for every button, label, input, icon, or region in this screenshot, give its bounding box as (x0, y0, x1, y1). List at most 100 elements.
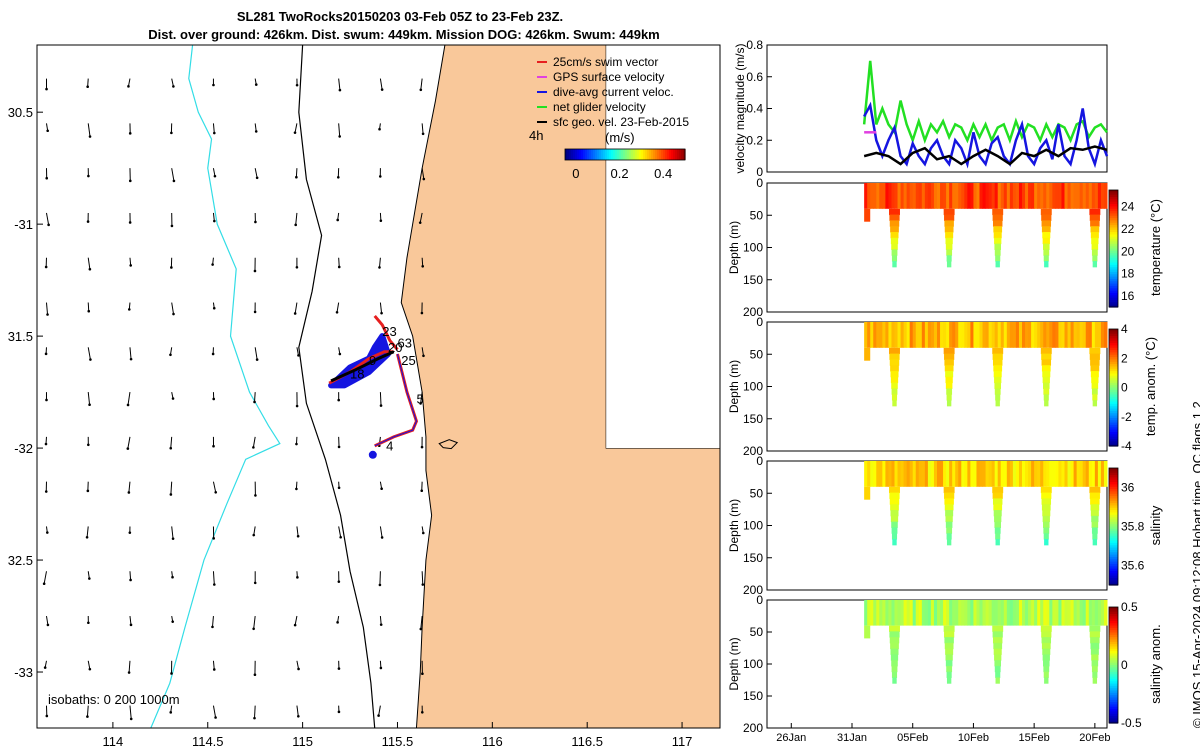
colorbar-step (587, 149, 590, 160)
section-profile-cell (889, 214, 900, 221)
section-colorbar-step (1109, 236, 1118, 240)
section-profile-cell (1041, 353, 1052, 360)
geo-arrow (86, 526, 89, 538)
section-surface-cell (958, 183, 962, 209)
section-profile-cell (889, 208, 900, 216)
section-profile-cell (890, 515, 899, 523)
colorbar-step (599, 149, 602, 160)
section-surface-cell (870, 183, 874, 209)
section-profile-cell (889, 353, 900, 360)
section-profile-cell (944, 631, 955, 638)
section-colorbar-step (1109, 192, 1118, 196)
geo-arrowhead (127, 491, 131, 494)
section-surface-cell (1052, 461, 1056, 487)
geo-arrow (420, 392, 423, 404)
geo-arrowhead (43, 666, 47, 669)
geo-arrowhead (128, 221, 132, 224)
geo-arrowhead (293, 312, 297, 315)
colorbar-side-label: 4h (529, 128, 543, 143)
section-colorbar-step (1109, 234, 1118, 238)
geo-arrowhead (420, 710, 424, 714)
section-surface-cell (949, 600, 953, 626)
section-surface-cell (967, 322, 971, 348)
section-colorbar-step (1109, 618, 1118, 622)
section-colorbar-step (1109, 417, 1118, 421)
geo-arrowhead (293, 131, 297, 134)
geo-arrow (212, 212, 215, 222)
section-colorbar-step (1109, 498, 1118, 502)
colorbar-step (683, 149, 686, 160)
section-colorbar-step (1109, 658, 1118, 661)
geo-arrowhead (88, 577, 91, 580)
section-profile-cell (891, 243, 898, 250)
geo-arrowhead (129, 357, 133, 361)
section-surface-cell (867, 461, 871, 487)
section-surface-cell (1022, 183, 1026, 209)
section-colorbar-step (1109, 304, 1118, 308)
section-colorbar-step (1109, 470, 1118, 474)
section-colorbar-step (1109, 639, 1118, 643)
section-profile-cell (890, 371, 899, 378)
section-colorbar-step (1109, 613, 1118, 617)
section-surface-cell (1082, 183, 1087, 209)
section-colorbar-step (1109, 285, 1118, 289)
section-colorbar-step (1109, 542, 1118, 546)
geo-arrowhead (295, 487, 298, 491)
map-x-tick-label: 116 (482, 734, 503, 749)
section-colorbar-tick-label: -2 (1121, 410, 1132, 424)
section-profile-cell (1089, 208, 1101, 216)
section-colorbar-step (1109, 297, 1118, 301)
section-colorbar-step (1109, 333, 1118, 337)
section-profile-cell (1042, 515, 1050, 523)
section-profile-cell (1041, 220, 1052, 227)
legend-entry: GPS surface velocity (553, 70, 664, 84)
section-colorbar-step (1109, 250, 1118, 254)
section-colorbar-label: salinity anom. (1148, 624, 1163, 703)
geo-arrowhead (421, 672, 424, 676)
section-colorbar-step (1109, 623, 1118, 627)
geo-arrowhead (253, 310, 257, 314)
section-surface-cell (933, 461, 938, 487)
date-tick-label: 15Feb (1019, 732, 1050, 744)
section-profile-cell (1091, 388, 1098, 395)
section-colorbar-label: temperature (°C) (1148, 199, 1163, 296)
section-surface-cell (1046, 183, 1050, 209)
section-surface-cell (991, 183, 996, 209)
geo-arrowhead (171, 397, 175, 400)
section-colorbar-step (1109, 699, 1118, 703)
section-y-tick-label: 150 (743, 689, 763, 703)
geo-arrowhead (337, 265, 341, 269)
section-initial-profile (864, 625, 871, 639)
legend-entry: dive-avg current veloc. (553, 85, 674, 99)
geo-arrowhead (88, 403, 91, 407)
section-colorbar-step (1109, 512, 1118, 516)
geo-arrowhead (337, 710, 341, 714)
section-surface-cell (1022, 600, 1026, 626)
colorbar-step (607, 149, 610, 160)
section-profile-cell (1041, 214, 1052, 221)
section-surface-cell (1103, 600, 1108, 626)
geo-arrowhead (254, 494, 257, 497)
section-profile-cell (889, 347, 900, 355)
section-colorbar-step (1109, 561, 1118, 565)
section-surface-cell (973, 461, 977, 487)
section-surface-cell (1006, 183, 1011, 209)
section-surface-cell (937, 461, 941, 487)
section-profile-cell (945, 371, 954, 378)
geo-arrow (129, 347, 132, 360)
section-profile-cell (1089, 353, 1100, 360)
colorbar-step (565, 149, 568, 160)
section-colorbar-step (1109, 496, 1118, 500)
section-surface-cell (976, 183, 980, 209)
geo-arrowhead (129, 264, 133, 267)
section-surface-cell (867, 183, 871, 209)
section-profile-cell (994, 376, 1002, 384)
section-surface-cell (930, 322, 935, 348)
section-surface-cell (1022, 461, 1026, 487)
geo-arrowhead (129, 623, 133, 627)
map-y-tick-label: 30.5 (8, 105, 33, 120)
title-line-2: Dist. over ground: 426km. Dist. swum: 44… (148, 27, 660, 42)
section-colorbar-step (1109, 533, 1118, 537)
section-surface-cell (876, 322, 880, 348)
section-surface-cell (1055, 322, 1059, 348)
